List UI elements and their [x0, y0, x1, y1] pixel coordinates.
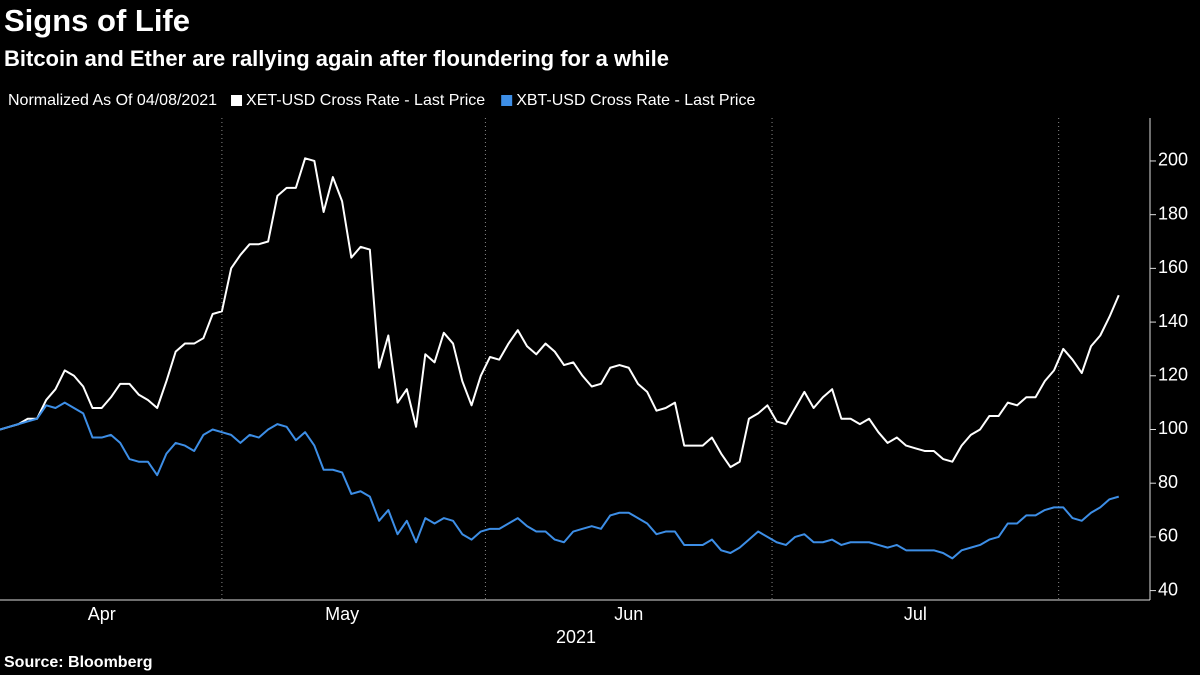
y-tick-label: 140: [1158, 311, 1188, 331]
legend-label: XBT-USD Cross Rate - Last Price: [516, 92, 755, 109]
legend-swatch: [231, 95, 243, 106]
series-line: [0, 157, 1120, 469]
y-tick-label: 160: [1158, 257, 1188, 277]
legend-title: Normalized As Of 04/08/2021: [8, 92, 217, 109]
y-tick-label: 60: [1158, 526, 1178, 546]
chart-title: Signs of Life: [4, 3, 190, 38]
y-tick-label: 200: [1158, 150, 1188, 170]
x-tick-label: May: [325, 604, 359, 624]
y-tick-label: 80: [1158, 472, 1178, 492]
y-tick-label: 180: [1158, 203, 1188, 223]
y-tick-label: 40: [1158, 579, 1178, 599]
source: Source: Bloomberg: [4, 654, 152, 671]
y-tick-label: 120: [1158, 365, 1188, 385]
chart-subtitle: Bitcoin and Ether are rallying again aft…: [4, 46, 669, 71]
y-tick-label: 100: [1158, 418, 1188, 438]
x-tick-label: Apr: [88, 604, 116, 624]
x-tick-label: Jun: [614, 604, 643, 624]
x-tick-label: Jul: [904, 604, 927, 624]
legend-swatch: [501, 95, 513, 106]
series-line: [0, 401, 1120, 560]
legend-label: XET-USD Cross Rate - Last Price: [246, 92, 485, 109]
x-axis-label: 2021: [556, 627, 596, 647]
